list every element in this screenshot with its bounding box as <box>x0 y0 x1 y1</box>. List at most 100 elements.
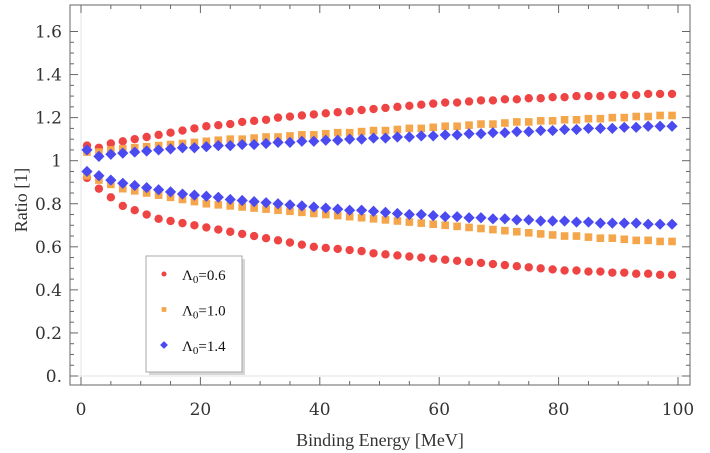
series-14-upper-point <box>427 130 439 142</box>
series-10-lower-point <box>536 230 545 238</box>
y-tick-label: 1.4 <box>35 66 62 86</box>
series-10-upper-point <box>321 129 330 138</box>
series-10-upper-point <box>668 111 676 120</box>
series-06-upper-point <box>596 91 605 101</box>
series-06-lower-point <box>285 238 295 247</box>
series-06-upper-point <box>130 134 139 144</box>
series-06-lower-point <box>536 264 545 273</box>
series-14-lower-point <box>594 217 606 229</box>
series-10-lower-point <box>286 207 294 216</box>
y-tick-label: 0.2 <box>35 324 62 344</box>
series-06-upper-point <box>452 98 462 107</box>
series-10-upper-point <box>345 128 354 137</box>
series-14-lower-point <box>200 190 212 202</box>
series-06-lower-point <box>620 268 629 277</box>
series-06-lower-point <box>345 245 354 255</box>
series-10-lower-point <box>333 211 342 220</box>
series-10-upper-point <box>453 122 461 131</box>
series-14-lower-point <box>176 188 189 200</box>
series-14-upper-point <box>105 148 117 160</box>
series-06-upper-point <box>345 106 354 116</box>
series-14-upper-point <box>403 131 415 143</box>
series-10-lower-point <box>668 237 676 246</box>
series-14-lower-point <box>379 206 392 218</box>
series-06-upper-point <box>273 113 283 122</box>
series-06-upper-point <box>178 126 187 135</box>
series-14-upper-point <box>81 144 93 156</box>
series-14-upper-point <box>475 128 487 140</box>
series-10-upper-point <box>441 122 449 131</box>
series-14-upper-point <box>153 144 165 156</box>
series-06-upper-point <box>321 109 330 118</box>
series-10-upper-point <box>405 124 414 133</box>
series-10-upper-point <box>298 131 306 139</box>
series-10-lower-point <box>310 209 318 218</box>
series-06-lower-point <box>584 267 593 276</box>
series-06-upper-point <box>655 89 665 99</box>
series-14-lower-point <box>487 213 499 225</box>
series-06-lower-point <box>226 227 235 236</box>
series-06-lower-point <box>643 269 653 278</box>
series-14-lower-point <box>212 191 224 203</box>
series-06-lower-point <box>500 260 510 270</box>
legend-label: Λ0=1.4 <box>182 339 226 357</box>
series-14-lower-point <box>105 174 117 186</box>
series-14-lower-point <box>403 208 415 221</box>
series-06-lower-point <box>464 257 474 267</box>
series-14-upper-point <box>248 138 260 151</box>
series-14-lower-point <box>439 211 451 223</box>
series-06-lower-point <box>608 268 617 277</box>
legend-marker-shape <box>161 271 167 277</box>
series-14-upper-point <box>547 124 559 137</box>
x-tick-label: 80 <box>548 400 570 420</box>
series-10-lower-point <box>584 233 593 241</box>
series-14-upper-point <box>415 130 427 142</box>
series-14-upper-point <box>129 146 141 158</box>
series-06-upper-point <box>381 103 390 113</box>
series-06-upper-point <box>488 96 498 105</box>
series-06-lower-point <box>178 218 187 228</box>
series-06-lower-point <box>166 216 175 226</box>
series-06-lower-point <box>190 221 199 230</box>
series-10-upper-point <box>596 114 605 123</box>
series-10-lower-point <box>357 213 366 222</box>
y-tick-label: 0.6 <box>35 238 62 258</box>
series-10-lower-point <box>596 234 605 242</box>
series-10-lower-point <box>226 202 235 210</box>
series-10-upper-point <box>477 120 485 128</box>
series-14-lower-point <box>367 205 380 217</box>
series-10-lower-point <box>656 237 664 246</box>
series-10-upper-point <box>548 117 557 125</box>
y-axis-label: Ratio [1] <box>11 168 31 233</box>
x-tick-label: 0 <box>76 400 87 420</box>
series-10-upper-point <box>250 134 258 142</box>
series-10-upper-point <box>644 112 652 121</box>
series-06-lower-point <box>405 252 414 261</box>
series-10-upper-point <box>656 111 664 120</box>
series-06-upper-point <box>154 130 163 140</box>
series-14-upper-point <box>511 126 523 138</box>
series-06-upper-point <box>536 94 545 103</box>
series-10-upper-point <box>489 120 497 128</box>
series-06-lower-point <box>273 236 283 245</box>
series-14-lower-point <box>248 195 260 208</box>
series-14-upper-point <box>642 120 654 132</box>
series-14-lower-point <box>117 177 129 189</box>
series-06-upper-point <box>202 122 211 131</box>
series-10-lower-point <box>321 210 330 219</box>
series-14-lower-point <box>427 209 439 222</box>
series-06-lower-point <box>596 267 605 276</box>
legend-marker <box>160 341 168 349</box>
series-14-lower-point <box>451 211 463 223</box>
series-06-lower-point <box>476 258 486 268</box>
series-14-upper-point <box>618 121 630 133</box>
series-10-lower-point <box>345 212 354 221</box>
series-10-upper-point <box>536 117 545 125</box>
legend-marker <box>161 307 167 312</box>
series-06-upper-point <box>106 139 116 148</box>
series-06-lower-point <box>440 255 450 264</box>
y-tick-label: 1.6 <box>35 23 62 43</box>
series-10-lower-point <box>644 236 652 245</box>
series-06-lower-point <box>369 249 378 258</box>
series-14-lower-point <box>164 186 177 198</box>
